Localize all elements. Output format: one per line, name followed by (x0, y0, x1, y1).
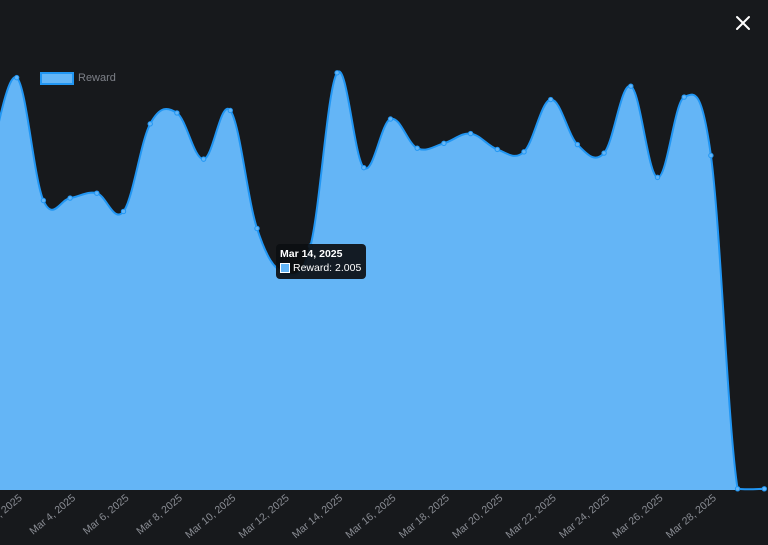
data-point[interactable] (387, 116, 394, 122)
x-tick-label: Mar 26, 2025 (610, 492, 665, 541)
data-point[interactable] (467, 130, 474, 137)
legend-swatch (40, 71, 74, 85)
legend-label: Reward (78, 72, 116, 84)
data-point[interactable] (227, 107, 234, 114)
x-tick-label: Mar 16, 2025 (343, 492, 398, 541)
tooltip-title: Mar 14, 2025 (280, 248, 343, 260)
data-point[interactable] (147, 121, 153, 127)
data-point[interactable] (174, 110, 180, 116)
x-tick-label: Mar 28, 2025 (664, 492, 719, 541)
close-icon (736, 16, 750, 30)
x-tick-label: Mar 6, 2025 (81, 492, 132, 537)
data-point[interactable] (441, 140, 447, 147)
x-tick-label: Mar 10, 2025 (183, 492, 238, 541)
data-point[interactable] (734, 486, 741, 492)
data-point[interactable] (521, 149, 527, 155)
data-point[interactable] (334, 70, 340, 76)
data-point[interactable] (414, 145, 420, 151)
data-point[interactable] (67, 195, 73, 201)
x-tick-label: Mar 14, 2025 (290, 492, 345, 541)
tooltip-row: Reward: 2.005 (280, 261, 361, 275)
data-point[interactable] (14, 74, 20, 81)
x-tick-label: Mar 20, 2025 (450, 492, 505, 541)
x-tick-label: Mar 12, 2025 (237, 492, 292, 541)
data-point[interactable] (94, 190, 100, 196)
x-tick-label: Mar 24, 2025 (557, 492, 612, 541)
data-point[interactable] (120, 208, 127, 215)
data-point[interactable] (601, 150, 607, 156)
data-point[interactable] (708, 152, 714, 159)
plot-area (0, 70, 767, 492)
data-point[interactable] (548, 96, 554, 103)
x-tick-label: Mar 2, 2025 (0, 492, 25, 537)
x-tick-label: Mar 8, 2025 (134, 492, 185, 537)
tooltip-value: Reward: 2.005 (293, 262, 362, 274)
data-point[interactable] (254, 225, 260, 232)
data-point[interactable] (361, 164, 367, 171)
data-point[interactable] (200, 156, 207, 162)
x-tick-label: Mar 4, 2025 (27, 492, 78, 537)
data-point[interactable] (574, 141, 581, 148)
x-tick-label: Mar 22, 2025 (504, 492, 559, 541)
close-button[interactable] (731, 11, 755, 35)
data-point[interactable] (628, 83, 634, 89)
data-point[interactable] (761, 486, 767, 492)
legend[interactable]: Reward (40, 71, 116, 85)
x-tick-label: Mar 18, 2025 (397, 492, 452, 541)
data-point[interactable] (681, 94, 687, 100)
tooltip: Mar 14, 2025 Reward: 2.005 (276, 244, 367, 279)
data-point[interactable] (654, 174, 661, 181)
data-point[interactable] (494, 146, 500, 153)
data-point[interactable] (40, 197, 47, 204)
reward-area-fill (0, 71, 765, 490)
tooltip-swatch (280, 263, 290, 273)
